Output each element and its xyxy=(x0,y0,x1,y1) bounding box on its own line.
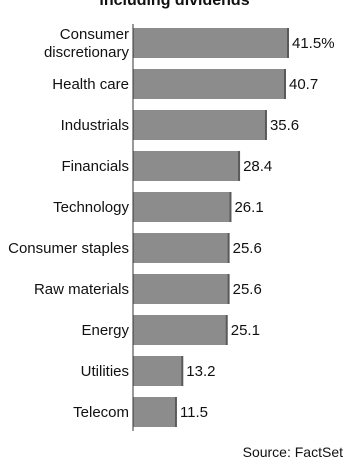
value-label-7: 25.1 xyxy=(231,322,260,339)
bar-0 xyxy=(133,28,288,58)
value-label-5: 25.6 xyxy=(233,240,262,257)
bar-6 xyxy=(133,274,229,304)
value-label-0: 41.5% xyxy=(292,35,335,52)
category-label-5: Consumer staples xyxy=(8,240,129,257)
category-label-2: Industrials xyxy=(61,117,129,134)
bar-3 xyxy=(133,151,240,181)
bar-2 xyxy=(133,110,266,140)
category-label-8: Utilities xyxy=(81,363,129,380)
bar-1 xyxy=(133,69,286,99)
bar-5 xyxy=(133,233,229,263)
category-label-7: Energy xyxy=(81,322,129,339)
category-label-6: Raw materials xyxy=(34,281,129,298)
bar-8 xyxy=(133,356,183,386)
category-label-9: Telecom xyxy=(73,404,129,421)
value-label-1: 40.7 xyxy=(289,76,318,93)
category-label-3: Financials xyxy=(61,158,129,175)
value-label-9: 11.5 xyxy=(180,404,208,421)
value-label-6: 25.6 xyxy=(233,281,262,298)
value-label-3: 28.4 xyxy=(243,158,272,175)
value-label-8: 13.2 xyxy=(186,363,215,380)
category-label-0-line-1: discretionary xyxy=(44,44,130,61)
bar-7 xyxy=(133,315,227,345)
category-label-1: Health care xyxy=(52,76,129,93)
category-label-4: Technology xyxy=(53,199,129,216)
chart-title: including dividends xyxy=(99,0,250,9)
bar-4 xyxy=(133,192,231,222)
bar-9 xyxy=(133,397,176,427)
source-note: Source: FactSet xyxy=(242,444,343,460)
value-label-4: 26.1 xyxy=(234,199,263,216)
value-label-2: 35.6 xyxy=(270,117,299,134)
category-label-0-line-0: Consumer xyxy=(60,26,129,43)
